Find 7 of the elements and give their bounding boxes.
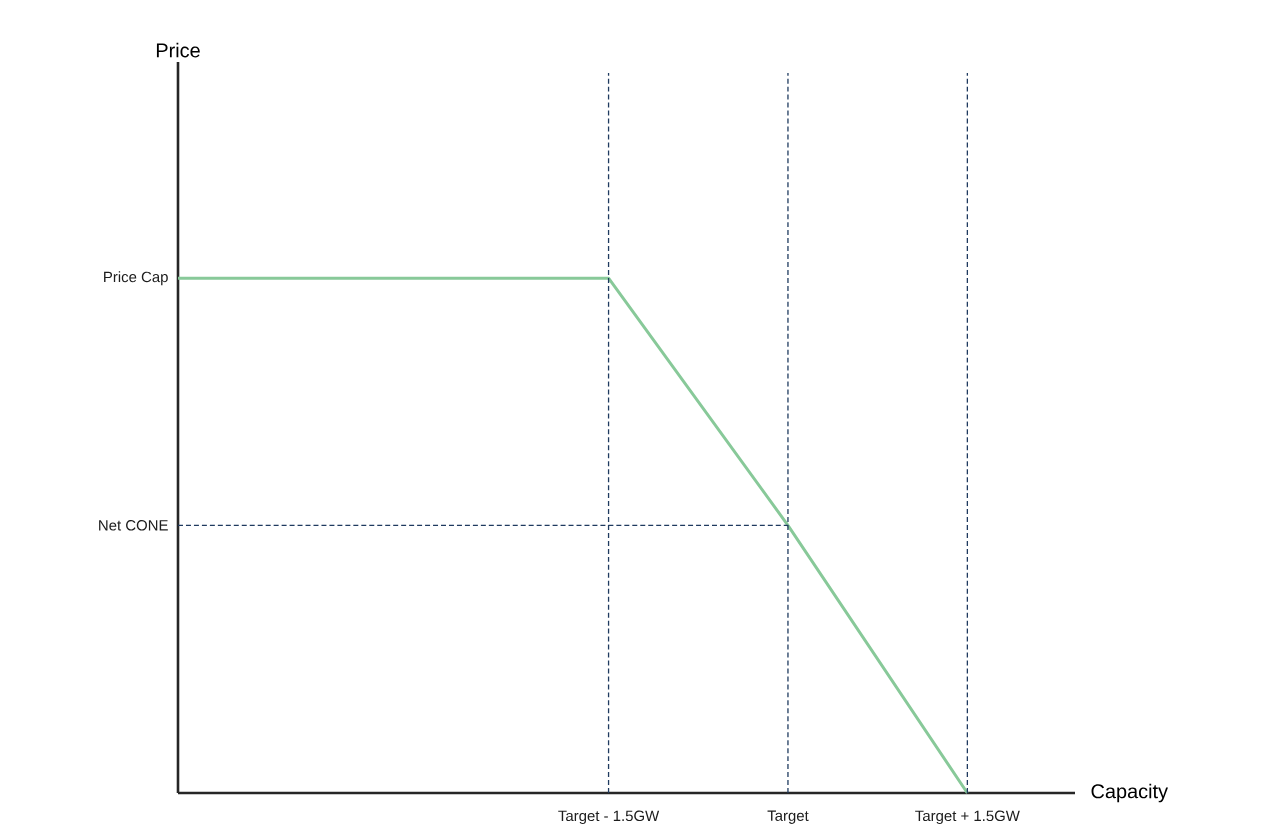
x-axis-title: Capacity <box>1091 783 1168 803</box>
ref-line-label: Net CONE <box>99 520 168 531</box>
x-tick-label: Target <box>767 810 809 824</box>
text: Price <box>156 42 200 58</box>
x-tick-label: Target - 1.5GW <box>558 810 660 825</box>
annotation: Price Cap <box>104 271 168 286</box>
x-tick-label: Target + 1.5GW <box>915 810 1020 825</box>
